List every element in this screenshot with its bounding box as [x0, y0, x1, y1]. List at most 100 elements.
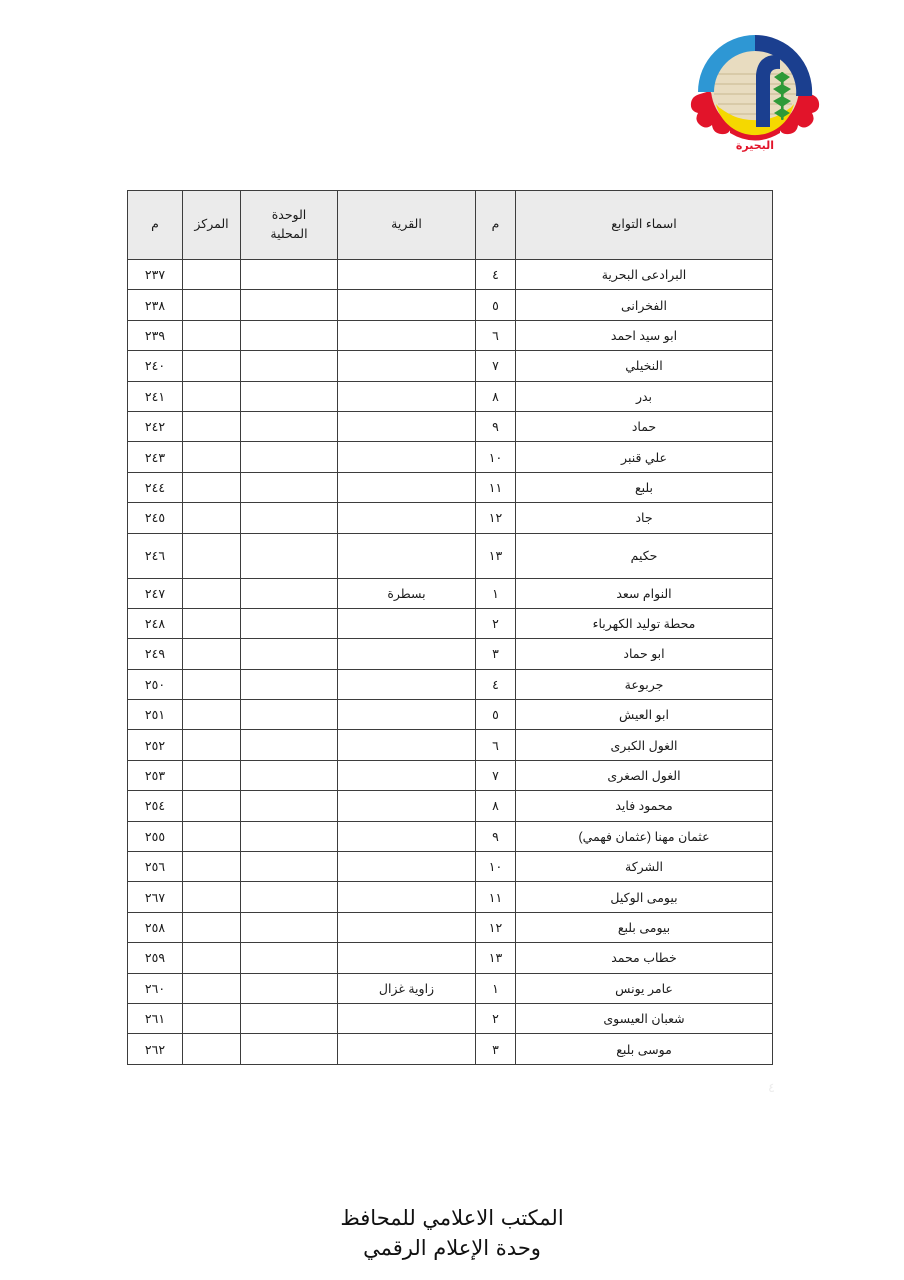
- cell-markaz: [182, 820, 241, 853]
- cell-index: ١٣: [475, 532, 516, 579]
- cell-local-unit: [240, 942, 338, 974]
- header-local-unit-line2: المحلية: [270, 227, 308, 241]
- cell-village: [337, 410, 476, 443]
- cell-village: [337, 350, 476, 382]
- cell-index: ٨: [475, 790, 516, 822]
- cell-serial: ٢٥٣: [127, 759, 183, 792]
- cell-serial: ٢٤٣: [127, 441, 183, 473]
- cell-markaz: [182, 668, 241, 701]
- cell-village: [337, 729, 476, 761]
- cell-local-unit: [240, 1033, 338, 1065]
- footer-line-2: وحدة الإعلام الرقمي: [363, 1236, 541, 1261]
- cell-names: حماد: [515, 410, 773, 443]
- cell-markaz: [182, 410, 241, 443]
- cell-village: [337, 790, 476, 822]
- cell-index: ٣: [475, 1033, 516, 1065]
- footer-line-1: المكتب الاعلامي للمحافظ: [340, 1206, 564, 1230]
- table-row: محمود فايد ٨ ٢٥٤: [127, 790, 773, 822]
- cell-serial: ٢٥٥: [127, 820, 183, 853]
- cell-markaz: [182, 289, 241, 321]
- cell-village: [337, 759, 476, 792]
- cell-local-unit: [240, 729, 338, 761]
- cell-names: جاد: [515, 502, 773, 534]
- cell-names: بلبع: [515, 471, 773, 504]
- cell-local-unit: [240, 502, 338, 534]
- cell-serial: ٢٦٢: [127, 1033, 183, 1065]
- header-serial: م: [127, 190, 183, 260]
- cell-names: الغول الصغرى: [515, 759, 773, 792]
- table-row: ابو العيش ٥ ٢٥١: [127, 699, 773, 731]
- cell-village: [337, 881, 476, 913]
- cell-serial: ٢٤٢: [127, 410, 183, 443]
- table-row: النخيلي ٧ ٢٤٠: [127, 350, 773, 382]
- cell-markaz: [182, 1033, 241, 1065]
- cell-index: ١١: [475, 881, 516, 913]
- header-markaz: المركز: [182, 190, 241, 260]
- cell-local-unit: [240, 607, 338, 640]
- cell-names: شعبان العيسوى: [515, 1002, 773, 1035]
- cell-names: البرادعى البحرية: [515, 258, 773, 291]
- cell-markaz: [182, 319, 241, 352]
- cell-village: [337, 258, 476, 291]
- cell-local-unit: [240, 1002, 338, 1035]
- cell-local-unit: [240, 319, 338, 352]
- cell-local-unit: [240, 820, 338, 853]
- table-row: عامر يونس ١ زاوية غزال ٢٦٠: [127, 972, 773, 1004]
- cell-index: ٩: [475, 820, 516, 853]
- cell-index: ٤: [475, 258, 516, 291]
- cell-serial: ٢٥٤: [127, 790, 183, 822]
- cell-names: خطاب محمد: [515, 942, 773, 974]
- cell-local-unit: [240, 881, 338, 913]
- table-row: جاد ١٢ ٢٤٥: [127, 502, 773, 534]
- cell-index: ١: [475, 972, 516, 1004]
- cell-village: [337, 851, 476, 883]
- cell-village: [337, 441, 476, 473]
- cell-local-unit: [240, 759, 338, 792]
- page-number: ٤: [768, 1080, 775, 1095]
- crescent-bowl: [720, 108, 790, 130]
- cell-markaz: [182, 759, 241, 792]
- cell-markaz: [182, 790, 241, 822]
- logo-caption: البحيرة: [736, 139, 774, 152]
- cell-local-unit: [240, 410, 338, 443]
- cell-village: [337, 502, 476, 534]
- table-row: ابو سيد احمد ٦ ٢٣٩: [127, 319, 773, 352]
- cell-index: ٨: [475, 380, 516, 412]
- header-names: اسماء التوابع: [515, 190, 773, 260]
- cell-village: [337, 1002, 476, 1035]
- crescent-shape: [716, 104, 794, 136]
- table-row: موسى بلبع ٣ ٢٦٢: [127, 1033, 773, 1065]
- table-row: الفخرانى ٥ ٢٣٨: [127, 289, 773, 321]
- cell-names: بيومى الوكيل: [515, 881, 773, 913]
- cell-markaz: [182, 607, 241, 640]
- cell-index: ٢: [475, 607, 516, 640]
- cell-markaz: [182, 851, 241, 883]
- cell-serial: ٢٦١: [127, 1002, 183, 1035]
- cell-local-unit: [240, 911, 338, 944]
- cell-markaz: [182, 638, 241, 670]
- header-index: م: [475, 190, 516, 260]
- cell-local-unit: [240, 577, 338, 609]
- cell-village: [337, 699, 476, 731]
- table-body: البرادعى البحرية ٤ ٢٣٧ الفخرانى ٥ ٢٣٨ ابو سيد …: [127, 258, 773, 1065]
- cell-local-unit: [240, 638, 338, 670]
- cell-names: عثمان مهنا (عثمان فهمي): [515, 820, 773, 853]
- table-row: الغول الكبرى ٦ ٢٥٢: [127, 729, 773, 761]
- cell-names: جربوعة: [515, 668, 773, 701]
- cell-index: ١: [475, 577, 516, 609]
- table-row: محطة توليد الكهرباء ٢ ٢٤٨: [127, 607, 773, 640]
- table-row: بيومى الوكيل ١١ ٢٦٧: [127, 881, 773, 913]
- cell-index: ٩: [475, 410, 516, 443]
- cell-local-unit: [240, 471, 338, 504]
- cell-serial: ٢٤٦: [127, 532, 183, 579]
- followers-table: اسماء التوابع م القرية الوحدة المحلية ال…: [127, 190, 773, 1065]
- table-row: حكيم ١٣ ٢٤٦: [127, 532, 773, 579]
- cell-markaz: [182, 577, 241, 609]
- table-row: جربوعة ٤ ٢٥٠: [127, 668, 773, 701]
- cell-village: [337, 820, 476, 853]
- cell-local-unit: [240, 851, 338, 883]
- cell-serial: ٢٥٠: [127, 668, 183, 701]
- beheira-logo-svg: البحيرة: [690, 34, 820, 152]
- cell-index: ١٣: [475, 942, 516, 974]
- document-footer: المكتب الاعلامي للمحافظ وحدة الإعلام الر…: [0, 1203, 904, 1264]
